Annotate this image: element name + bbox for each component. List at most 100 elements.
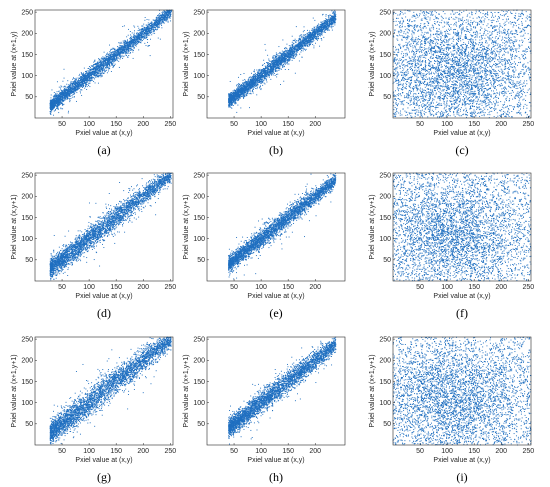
scatter-point: [134, 43, 136, 45]
scatter-point: [79, 87, 81, 89]
scatter-point: [137, 36, 139, 38]
scatter-point: [110, 61, 112, 63]
scatter-point: [101, 65, 103, 67]
scatter-point: [103, 57, 105, 59]
scatter-point: [155, 23, 157, 25]
scatter-point: [50, 114, 52, 115]
scatter-point: [118, 50, 120, 52]
scatter-point: [61, 94, 63, 96]
scatter-point: [140, 30, 142, 32]
scatter-point: [120, 45, 122, 47]
scatter-point: [151, 23, 153, 25]
scatter-point: [129, 31, 131, 32]
scatter-point: [62, 92, 64, 94]
scatter-point: [118, 60, 120, 62]
scatter-point: [135, 40, 137, 42]
scatter-point: [128, 48, 130, 50]
scatter-point: [56, 104, 58, 106]
scatter-point: [147, 25, 149, 27]
scatter-point: [58, 100, 60, 102]
scatter-point: [59, 95, 60, 97]
scatter-point: [101, 57, 103, 59]
scatter-point: [100, 61, 102, 63]
scatter-point: [69, 88, 71, 90]
scatter-point: [70, 82, 72, 84]
scatter-point: [113, 55, 115, 57]
scatter-point: [157, 14, 159, 16]
scatter-point: [123, 43, 125, 45]
scatter-point: [96, 68, 98, 69]
scatter-point: [150, 25, 152, 27]
scatter-point: [164, 10, 166, 12]
scatter-point: [58, 93, 60, 95]
scatter-point: [149, 32, 151, 34]
scatter-point: [68, 93, 70, 95]
scatter-point: [120, 46, 122, 48]
scatter-point: [170, 20, 172, 22]
scatter-point: [59, 100, 61, 102]
scatter-point: [165, 18, 166, 20]
scatter-point: [108, 60, 110, 62]
scatter-point: [166, 14, 168, 16]
scatter-point: [53, 100, 54, 102]
scatter-point: [71, 87, 73, 88]
scatter-point: [75, 89, 77, 91]
scatter-point: [156, 28, 158, 30]
scatter-point: [170, 10, 172, 12]
scatter-point: [129, 45, 131, 46]
scatter-point: [140, 39, 142, 41]
scatter-point: [144, 35, 146, 37]
scatter-point: [252, 91, 254, 93]
scatter-point: [113, 48, 115, 50]
scatter-point: [121, 50, 123, 52]
scatter-point: [57, 96, 59, 98]
scatter-point: [143, 35, 145, 37]
scatter-point: [146, 34, 148, 36]
scatter-point: [147, 33, 149, 35]
scatter-point: [120, 51, 122, 53]
scatter-point: [107, 58, 109, 60]
scatter-point: [305, 43, 307, 45]
scatter-point: [124, 40, 126, 42]
scatter-point: [96, 70, 98, 72]
scatter-point: [147, 29, 149, 31]
scatter-point: [121, 48, 123, 50]
scatter-point: [119, 55, 121, 57]
scatter-point: [167, 16, 169, 18]
scatter-point: [76, 85, 78, 87]
scatter-point: [261, 71, 263, 73]
scatter-point: [73, 81, 75, 83]
scatter-point: [146, 26, 148, 28]
scatter-point: [239, 87, 241, 89]
scatter-point: [229, 81, 231, 82]
scatter-point: [90, 77, 92, 79]
scatter-point: [130, 50, 132, 52]
scatter-point: [101, 69, 103, 71]
scatter-point: [65, 95, 67, 97]
scatter-point: [138, 35, 140, 37]
scatter-point: [271, 61, 273, 63]
scatter-point: [83, 81, 85, 83]
scatter-point: [71, 90, 73, 92]
scatter-point: [53, 99, 55, 101]
scatter-point: [159, 17, 161, 19]
scatter-point: [167, 21, 169, 23]
scatter-point: [162, 21, 164, 23]
scatter-point: [68, 84, 70, 86]
scatter-point: [91, 68, 93, 70]
scatter-point: [118, 42, 120, 44]
scatter-point: [58, 91, 60, 93]
scatter-point: [127, 46, 129, 48]
scatter-point: [73, 92, 75, 94]
scatter-point: [276, 70, 278, 72]
scatter-point: [62, 80, 64, 82]
scatter-point: [168, 13, 170, 15]
scatter-point: [109, 51, 111, 53]
scatter-point: [107, 67, 109, 69]
scatter-point: [124, 44, 126, 46]
scatter-point: [153, 29, 155, 31]
scatter-point: [104, 57, 105, 59]
scatter-point: [135, 37, 137, 39]
scatter-point: [102, 75, 103, 77]
scatter-point: [84, 71, 86, 72]
